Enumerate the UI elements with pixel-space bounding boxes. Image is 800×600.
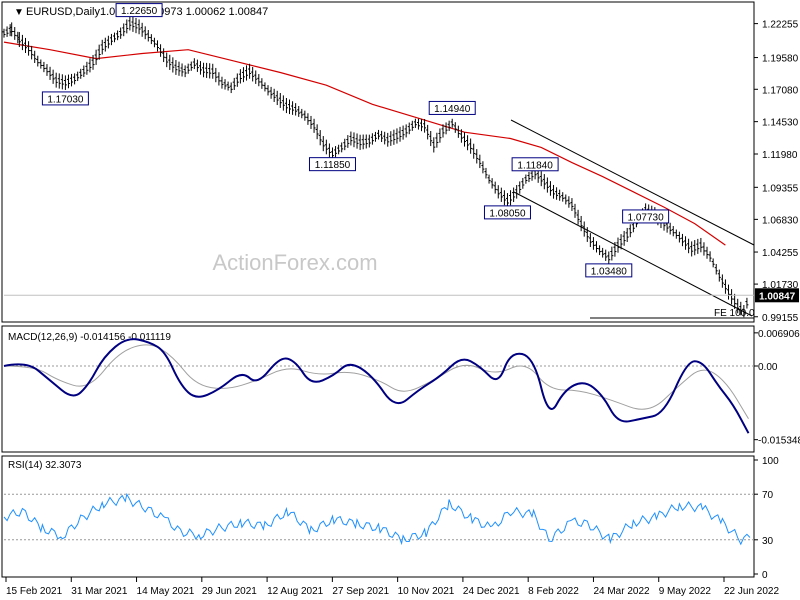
- y-tick-label: 1.04255: [762, 248, 799, 259]
- watermark: ActionForex.com: [212, 250, 377, 275]
- current-price-marker: 1.00847: [4, 288, 799, 303]
- channel-upper-line: [510, 119, 755, 246]
- price-panel: [1, 1, 755, 323]
- rsi-panel: [1, 455, 755, 578]
- y-tick-label: 1.17080: [762, 85, 799, 96]
- moving-average-line: [3, 41, 726, 246]
- swing-label-box: [308, 157, 356, 172]
- y-tick-label: 1.01730: [762, 280, 799, 291]
- swing-label-box: [483, 205, 531, 220]
- x-tick-label: 27 Sep 2021: [332, 586, 389, 597]
- y-tick-label: 1.22255: [762, 20, 799, 31]
- y-tick-label: 1.19580: [762, 54, 799, 65]
- macd-tick-label: 0.00: [758, 362, 778, 373]
- y-tick-label: 1.06830: [762, 215, 799, 226]
- x-tick-label: 24 Mar 2022: [593, 586, 650, 597]
- price-axis: 1.22255 1.19580 1.17080 1.14530 1.11980 1.093…: [754, 20, 799, 324]
- swing-label: 1.14940: [434, 104, 471, 115]
- y-tick-label: 1.09355: [762, 183, 799, 194]
- swing-label: 1.08050: [489, 208, 526, 219]
- rsi-title: RSI(14) 32.3073: [8, 460, 82, 471]
- current-price-box: [755, 288, 799, 303]
- x-axis: 15 Feb 2021 31 Mar 2021 14 May 2021 29 Jun …: [5, 577, 779, 597]
- symbol-label: EURUSD,Daily: [26, 6, 100, 18]
- header-triangle: ▼: [14, 7, 24, 18]
- macd-tick-label: 0.006906: [758, 329, 800, 340]
- swing-label: 1.17030: [47, 94, 84, 105]
- swing-label: 1.03480: [591, 266, 628, 277]
- macd-line: [3, 338, 750, 434]
- rsi-line: [3, 492, 751, 546]
- fe-label: FE 100.0: [714, 308, 755, 319]
- rsi-axis: 100 70 30 0: [4, 456, 779, 581]
- swing-labels: 1.22650 1.17030 1.14940 1.11850 1.11840 1.080…: [41, 3, 670, 278]
- macd-signal-line: [3, 344, 749, 420]
- y-tick-label: 0.99155: [762, 313, 799, 324]
- swing-label-box: [428, 100, 476, 115]
- rsi-tick-label: 30: [762, 536, 774, 547]
- x-tick-label: 24 Dec 2021: [463, 586, 520, 597]
- x-tick-label: 31 Mar 2021: [71, 586, 128, 597]
- rsi-tick-label: 70: [762, 490, 774, 501]
- y-tick-label: 1.14530: [762, 118, 799, 129]
- swing-label: 1.11840: [517, 160, 553, 171]
- swing-label-box: [585, 263, 633, 278]
- rsi-tick-label: 100: [762, 456, 779, 467]
- swing-label-box: [115, 3, 163, 18]
- swing-label: 1.22650: [121, 6, 158, 17]
- macd-axis: 0.006906 0.00 -0.015348: [4, 329, 800, 447]
- rsi-tick-label: 0: [762, 570, 768, 581]
- macd-panel: [1, 325, 755, 453]
- y-tick-label: 1.11980: [762, 150, 798, 161]
- x-tick-label: 29 Jun 2021: [202, 586, 257, 597]
- x-tick-label: 10 Nov 2021: [398, 586, 455, 597]
- swing-label: 1.07730: [628, 212, 665, 223]
- x-tick-label: 15 Feb 2021: [6, 586, 63, 597]
- current-price-label: 1.00847: [759, 291, 796, 302]
- macd-title: MACD(12,26,9) -0.014156 -0.011119: [8, 332, 171, 343]
- x-tick-label: 9 May 2022: [659, 586, 712, 597]
- x-tick-label: 8 Feb 2022: [528, 586, 579, 597]
- swing-label: 1.11850: [315, 160, 351, 171]
- x-tick-label: 22 Jun 2022: [724, 586, 779, 597]
- macd-tick-label: -0.015348: [758, 436, 800, 447]
- swing-label-box: [511, 157, 559, 172]
- x-tick-label: 14 May 2021: [137, 586, 195, 597]
- swing-label-box: [622, 209, 670, 224]
- x-tick-label: 12 Aug 2021: [267, 586, 324, 597]
- swing-label-box: [41, 91, 89, 106]
